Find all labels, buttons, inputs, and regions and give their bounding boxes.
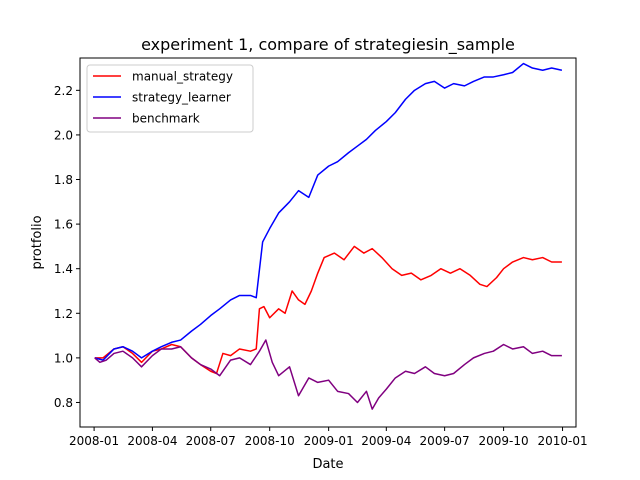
y-axis: 0.8 1.0 1.2 1.4 1.6 1.8 2.0 2.2 — [54, 84, 80, 410]
y-tick-label: 1.8 — [54, 173, 73, 187]
y-tick-label: 0.8 — [54, 396, 73, 410]
legend: manual_strategy strategy_learner benchmark — [86, 64, 254, 133]
series-line-benchmark — [94, 339, 562, 410]
x-tick-label: 2008-10 — [245, 434, 295, 448]
x-axis: 2008-01 2008-04 2008-07 2008-10 2009-01 2009-… — [69, 427, 588, 448]
x-tick-label: 2009-01 — [304, 434, 354, 448]
x-tick-label: 2009-07 — [420, 434, 470, 448]
x-tick-label: 2009-04 — [361, 434, 411, 448]
chart-title: experiment 1, compare of strategiesin_sa… — [141, 35, 515, 55]
legend-box — [86, 64, 254, 133]
x-tick-label: 2008-01 — [69, 434, 119, 448]
legend-label-benchmark: benchmark — [132, 112, 200, 126]
x-tick-label: 2008-04 — [127, 434, 177, 448]
legend-label-manual-strategy: manual_strategy — [132, 70, 233, 84]
y-tick-label: 1.0 — [54, 351, 73, 365]
y-tick-label: 2.2 — [54, 84, 73, 98]
y-tick-label: 2.0 — [54, 128, 73, 142]
y-tick-label: 1.4 — [54, 262, 73, 276]
y-tick-label: 1.2 — [54, 307, 73, 321]
legend-label-strategy-learner: strategy_learner — [132, 91, 231, 105]
x-axis-label: Date — [312, 457, 343, 472]
y-tick-label: 1.6 — [54, 218, 73, 232]
x-tick-label: 2008-07 — [186, 434, 236, 448]
x-tick-label: 2009-10 — [479, 434, 529, 448]
x-tick-label: 2010-01 — [537, 434, 587, 448]
y-axis-label: protfolio — [30, 215, 45, 269]
series-line-strategy-learner — [94, 62, 563, 361]
series-layer — [94, 62, 563, 410]
plot-frame — [79, 57, 577, 428]
